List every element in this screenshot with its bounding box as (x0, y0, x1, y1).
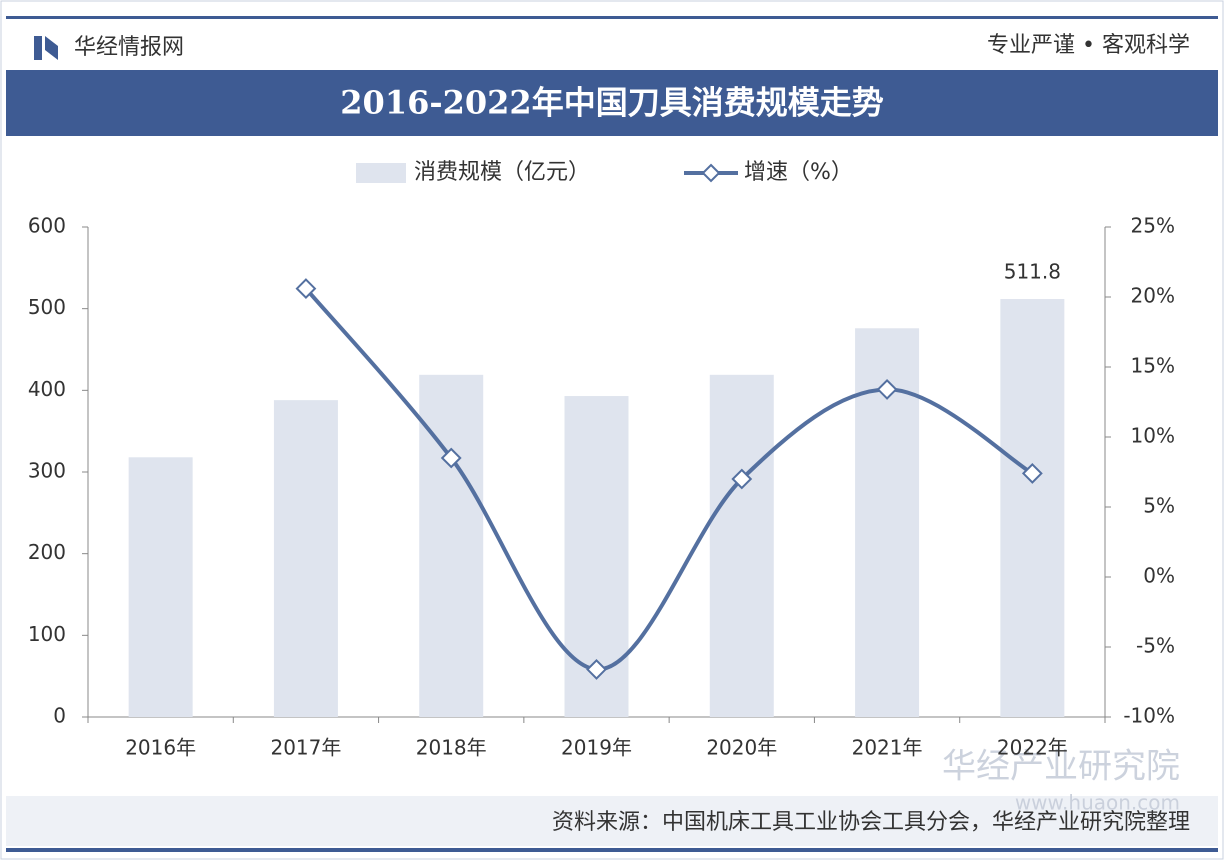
y2-tick-label: 10% (1131, 424, 1175, 448)
top-rule (6, 16, 1218, 19)
logo-bar (34, 36, 42, 60)
bar (419, 374, 484, 717)
data-label: 511.8 (1004, 260, 1061, 284)
y-tick-label: 500 (28, 295, 66, 319)
legend-marker (701, 163, 721, 183)
marker (731, 468, 753, 490)
y2-tick-label: 0% (1143, 564, 1175, 588)
y2-tick-label: 5% (1143, 494, 1175, 518)
y-tick-label: 300 (28, 459, 66, 483)
watermark: 华经产业研究院 (942, 747, 1180, 787)
y2-tick-label: 25% (1131, 214, 1175, 238)
x-tick-label: 2021年 (852, 736, 923, 760)
source: 资料来源：中国机床工具工业协会工具分会，华经产业研究院整理 (552, 810, 1190, 835)
x-tick-label: 2016年 (125, 736, 196, 760)
y-tick-label: 400 (28, 377, 66, 401)
y-tick-label: 200 (28, 540, 66, 564)
legend-swatch (356, 163, 406, 183)
x-tick-label: 2018年 (416, 736, 487, 760)
x-tick-label: 2017年 (270, 736, 341, 760)
y2-tick-label: 20% (1131, 284, 1175, 308)
legend-label: 增速（%） (744, 160, 853, 185)
y-tick-label: 0 (53, 704, 66, 728)
marker (295, 278, 317, 300)
marker (440, 447, 462, 469)
brand: 华经情报网 (74, 35, 184, 60)
y-tick-label: 100 (28, 622, 66, 646)
marker (586, 658, 607, 680)
chart-title: 2016-2022年中国刀具消费规模走势 (340, 84, 883, 122)
marker (876, 378, 898, 400)
x-tick-label: 2019年 (561, 736, 632, 760)
y2-tick-label: -10% (1123, 704, 1175, 728)
bar (709, 374, 774, 717)
logo-wing (45, 36, 58, 60)
bar (273, 400, 338, 717)
x-tick-label: 2020年 (706, 736, 777, 760)
watermark-url: www.huaon.com (1015, 791, 1180, 815)
title-bar (6, 70, 1218, 136)
bar (128, 457, 193, 717)
bottom-rule (6, 848, 1218, 852)
bar (1000, 299, 1065, 717)
footer-bg (6, 796, 1218, 846)
y2-tick-label: -5% (1136, 634, 1175, 658)
y2-tick-label: 15% (1131, 354, 1175, 378)
legend-label: 消费规模（亿元） (414, 160, 590, 185)
slogan: 专业严谨 • 客观科学 (987, 33, 1190, 58)
x-tick-label: 2022年 (997, 736, 1068, 760)
marker (1021, 462, 1043, 484)
y-tick-label: 600 (28, 214, 66, 238)
